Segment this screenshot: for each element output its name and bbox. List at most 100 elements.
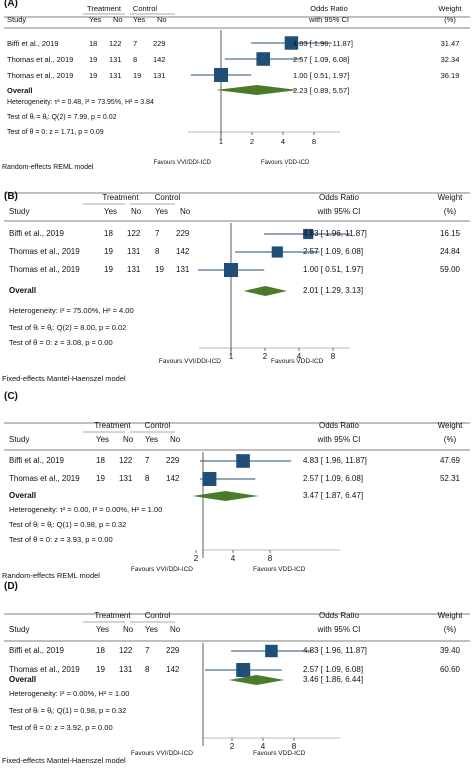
weight-value: 36.19 [440, 70, 460, 80]
favours-right-label: Favours VDD-ICD [253, 566, 306, 574]
model-label: Fixed-effects Mantel-Haenszel model [2, 373, 126, 383]
odds-ratio-ci-value: 4.83 [ 1.96, 11.87] [293, 38, 353, 48]
control-yes-value: 8 [155, 247, 160, 257]
weight-value: 24.84 [439, 247, 461, 257]
study-marker [224, 263, 238, 277]
control-no-value: 142 [166, 665, 180, 675]
header-weight-unit: (%) [444, 14, 456, 24]
forest-plot-svg [4, 13, 470, 140]
header-treatment-no: No [123, 625, 134, 635]
stat-line: Heterogeneity: τ² = 0.00, I² = 0.00%, H²… [9, 504, 163, 514]
model-label: Random-effects REML model [2, 570, 100, 580]
study-marker [214, 68, 228, 82]
header-treatment-yes: Yes [96, 435, 110, 445]
study-name: Thomas et al., 2019 [7, 70, 74, 80]
header-study: Study [9, 435, 30, 445]
stat-line: Heterogeneity: τ² = 0.48, I² = 73.95%, H… [7, 99, 154, 107]
stat-line: Test of θ = 0: z = 1.71, p = 0.09 [7, 129, 104, 137]
header-treatment-yes: Yes [89, 14, 102, 24]
odds-ratio-ci-value: 1.00 [ 0.51, 1.97] [303, 265, 364, 275]
x-tick-label: 4 [280, 136, 286, 146]
header-study: Study [9, 625, 30, 635]
odds-ratio-ci-value: 2.57 [ 1.09, 6.08] [303, 247, 364, 257]
treatment-yes-value: 19 [104, 247, 113, 257]
stat-line: Test of θᵢ = θⱼ: Q(1) = 0.98, p = 0.32 [9, 705, 127, 715]
x-tick-label: 4 [230, 554, 236, 564]
header-control-no: No [170, 435, 181, 445]
forest-panel: (B) Treatment Control Odds Ratio Weight Study… [0, 188, 474, 388]
weight-value: 16.15 [439, 229, 461, 239]
weight-value: 39.40 [439, 646, 461, 656]
control-no-value: 142 [153, 54, 166, 64]
study-marker [271, 246, 283, 258]
weight-value: 59.00 [439, 265, 461, 275]
treatment-yes-value: 19 [96, 665, 105, 675]
header-weight: Weight [437, 193, 463, 203]
stat-line: Test of θ = 0: z = 3.93, p = 0.00 [9, 534, 113, 544]
stat-line: Test of θᵢ = θⱼ: Q(2) = 7.99, p = 0.02 [7, 114, 117, 122]
favours-left-label: Favours VVI/DDI-ICD [130, 750, 193, 758]
stat-line: Test of θ = 0: z = 3.08, p = 0.00 [9, 337, 113, 347]
treatment-no-value: 122 [127, 229, 141, 239]
stat-line: Heterogeneity: I² = 75.00%, H² = 4.00 [9, 305, 134, 315]
header-odds-ratio: Odds Ratio [318, 611, 360, 621]
study-name: Thomas et al., 2019 [9, 665, 80, 675]
header-ci: with 95% CI [317, 435, 361, 445]
study-name: Thomas et al., 2019 [9, 265, 80, 275]
treatment-no-value: 122 [119, 456, 133, 466]
control-yes-value: 19 [155, 265, 164, 275]
treatment-no-value: 131 [109, 54, 122, 64]
x-tick-label: 2 [193, 554, 199, 564]
control-yes-value: 7 [145, 456, 150, 466]
header-weight: Weight [437, 611, 463, 621]
odds-ratio-ci-value: 1.00 [ 0.51, 1.97] [293, 70, 350, 80]
overall-ci-value: 2.01 [ 1.29, 3.13] [303, 286, 364, 296]
treatment-no-value: 131 [109, 70, 122, 80]
favours-left-label: Favours VVI/DDI-ICD [158, 358, 221, 366]
study-marker [303, 228, 314, 240]
odds-ratio-ci-value: 4.83 [ 1.96, 11.87] [303, 229, 367, 239]
control-yes-value: 8 [145, 474, 150, 484]
treatment-yes-value: 18 [104, 229, 113, 239]
control-yes-value: 7 [155, 229, 160, 239]
overall-label: Overall [7, 85, 33, 95]
x-tick-label: 1 [218, 136, 224, 146]
favours-right-label: Favours VDD-ICD [271, 358, 324, 366]
odds-ratio-ci-value: 2.57 [ 1.09, 6.08] [303, 474, 364, 484]
header-odds-ratio: Odds Ratio [318, 193, 360, 203]
header-control: Control [132, 3, 158, 13]
favours-right-label: Favours VDD-ICD [253, 750, 306, 758]
favours-right-label: Favours VDD-ICD [261, 159, 310, 166]
control-no-value: 229 [166, 456, 180, 466]
header-odds-ratio: Odds Ratio [318, 421, 360, 431]
weight-value: 31.47 [440, 38, 460, 48]
header-treatment-no: No [123, 435, 134, 445]
study-marker [202, 472, 217, 486]
forest-panel: (D) Treatment Control Odds Ratio Weight Study… [0, 578, 474, 772]
x-tick-label: 8 [291, 742, 297, 752]
header-ci: with 95% CI [317, 625, 361, 635]
header-control-no: No [170, 625, 181, 635]
odds-ratio-ci-value: 2.57 [ 1.09, 6.08] [293, 54, 350, 64]
x-tick-label: 2 [229, 742, 235, 752]
treatment-yes-value: 19 [89, 70, 98, 80]
header-control: Control [144, 421, 171, 431]
study-name: Biffi et al., 2019 [9, 646, 64, 656]
treatment-no-value: 131 [127, 247, 141, 257]
control-yes-value: 8 [133, 54, 138, 64]
header-weight-unit: (%) [443, 625, 457, 635]
study-marker [284, 36, 299, 50]
header-control-yes: Yes [155, 207, 169, 217]
treatment-yes-value: 18 [96, 646, 105, 656]
header-treatment: Treatment [94, 421, 131, 431]
control-yes-value: 8 [145, 665, 150, 675]
control-yes-value: 7 [133, 38, 138, 48]
overall-diamond [243, 286, 287, 296]
header-study: Study [9, 207, 30, 217]
forest-plot-svg [4, 422, 470, 558]
study-marker [236, 663, 251, 677]
header-treatment-yes: Yes [96, 625, 110, 635]
stat-line: Test of θᵢ = θⱼ: Q(1) = 0.98, p = 0.32 [9, 519, 127, 529]
header-control-no: No [157, 14, 167, 24]
overall-diamond [228, 675, 285, 685]
